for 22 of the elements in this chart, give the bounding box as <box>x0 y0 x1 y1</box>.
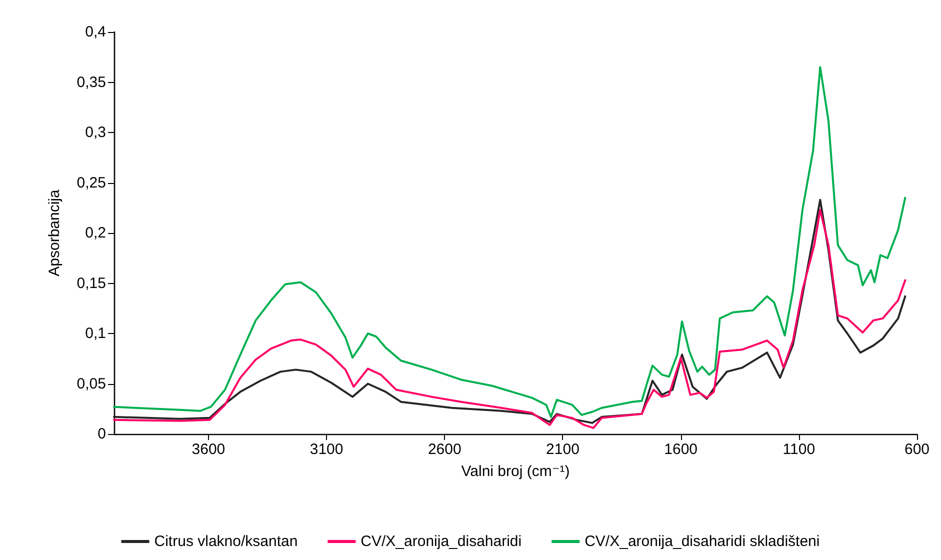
y-tick-label: 0,05 <box>76 375 106 392</box>
x-tick-label: 1600 <box>664 441 698 458</box>
x-tick-label: 2600 <box>428 441 462 458</box>
legend-label: CV/X_aronija_disaharidi skladišteni <box>584 533 820 550</box>
x-tick-label: 3600 <box>192 441 226 458</box>
y-tick-label: 0,3 <box>85 124 106 141</box>
x-tick-label: 600 <box>904 441 930 458</box>
y-axis-title: Apsorbancija <box>46 188 63 276</box>
legend-label: CV/X_aronija_disaharidi <box>360 533 522 550</box>
y-tick-label: 0 <box>98 426 106 442</box>
y-tick-label: 0,1 <box>85 325 106 342</box>
legend-label: Citrus vlakno/ksantan <box>154 533 298 550</box>
y-tick-label: 0,15 <box>76 274 106 292</box>
line-series <box>113 66 906 418</box>
y-tick-label: 0,35 <box>76 74 106 91</box>
x-tick-label: 2100 <box>546 441 580 458</box>
x-axis-title: Valni broj (cm⁻¹) <box>461 463 570 480</box>
x-tick-label: 1100 <box>782 441 816 458</box>
y-tick-label: 0,2 <box>85 224 106 242</box>
y-tick-label: 0,4 <box>85 24 106 40</box>
x-tick-label: 3100 <box>310 441 344 458</box>
y-tick-label: 0,25 <box>76 174 106 192</box>
